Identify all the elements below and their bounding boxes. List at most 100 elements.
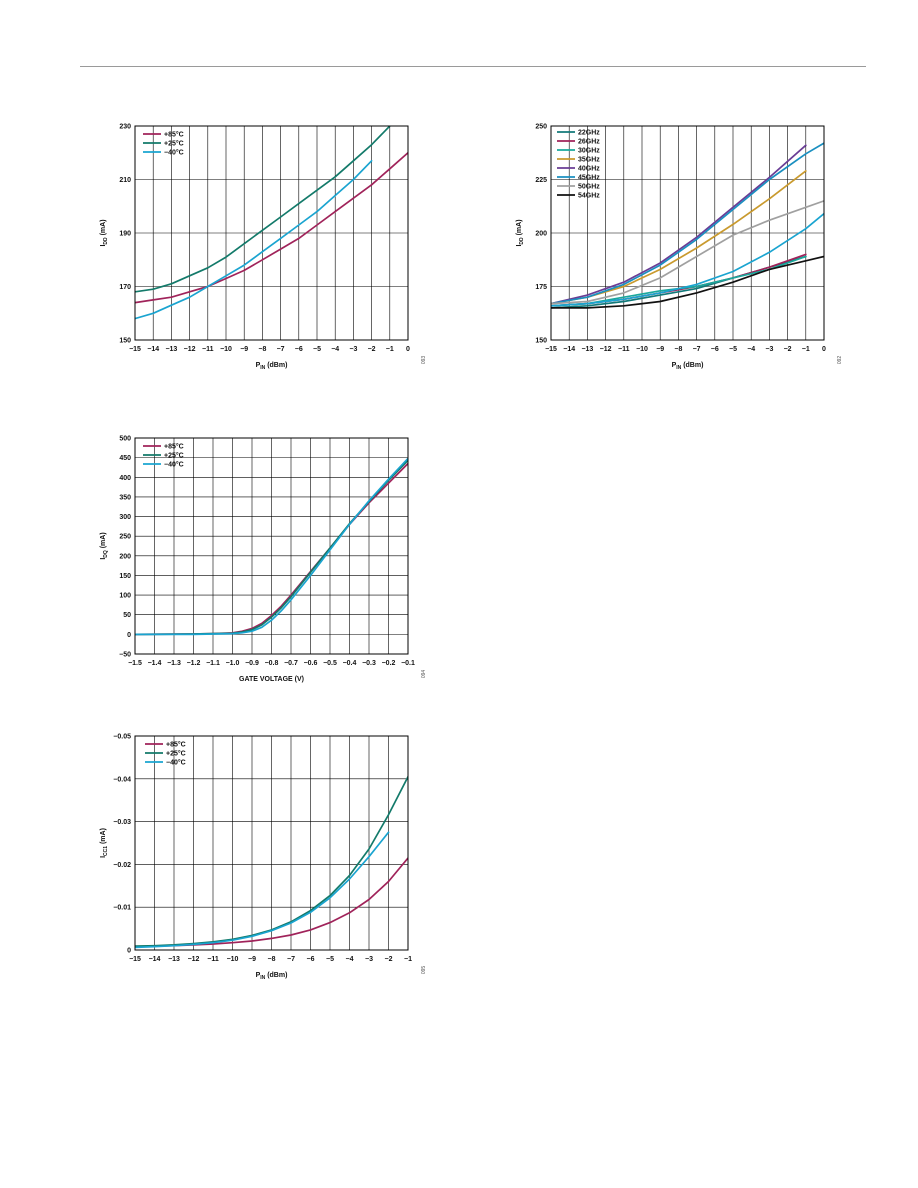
y-tick-label: 500 bbox=[119, 436, 131, 443]
grid bbox=[135, 438, 408, 654]
legend-label: 22GHz bbox=[578, 130, 600, 137]
y-tick-label: 200 bbox=[535, 231, 547, 238]
series-group bbox=[135, 457, 408, 636]
legend-label: 45GHz bbox=[578, 175, 600, 182]
x-tick-label: −3 bbox=[765, 346, 773, 353]
x-tick-label: −0.5 bbox=[323, 660, 337, 667]
x-axis-label-unit: (dBm) bbox=[265, 362, 287, 369]
y-axis-label-unit: (mA) bbox=[100, 219, 107, 237]
x-tick-label: −10 bbox=[636, 346, 648, 353]
figure-id: 095 bbox=[421, 966, 427, 975]
legend-label: 40GHz bbox=[578, 166, 600, 173]
x-tick-label: −7 bbox=[277, 346, 285, 353]
page-header-rule bbox=[80, 66, 866, 67]
x-tick-label: −1 bbox=[386, 346, 394, 353]
y-axis-label: ICC1 (mA) bbox=[100, 828, 109, 858]
x-tick-label: −10 bbox=[227, 956, 239, 963]
y-tick-label: 400 bbox=[119, 475, 131, 482]
y-tick-label: 0 bbox=[127, 948, 131, 955]
legend-label: −40°C bbox=[166, 759, 186, 767]
grid bbox=[551, 126, 824, 340]
x-tick-label: −11 bbox=[207, 956, 219, 963]
y-tick-label: 230 bbox=[119, 124, 131, 131]
x-tick-label: −1.5 bbox=[128, 660, 142, 667]
legend-label: 54GHz bbox=[578, 193, 600, 200]
legend: 22GHz 26GHz 30GHz 35GHz 40GHz 45GHz 50GHz 54GHz bbox=[557, 130, 600, 200]
x-axis-label: GATE VOLTAGE (V) bbox=[239, 676, 304, 683]
y-tick-label: −0.05 bbox=[113, 734, 131, 741]
x-tick-label: −3 bbox=[349, 346, 357, 353]
x-axis-label-subscript: IN bbox=[260, 975, 265, 981]
x-tick-label: −3 bbox=[365, 956, 373, 963]
x-tick-label: −2 bbox=[368, 346, 376, 353]
x-tick-label: −13 bbox=[165, 346, 177, 353]
legend-label: +25°C bbox=[166, 750, 186, 758]
legend-label: 26GHz bbox=[578, 139, 600, 146]
x-tick-label: −6 bbox=[295, 346, 303, 353]
x-tick-label: −2 bbox=[784, 346, 792, 353]
x-tick-label: 0 bbox=[822, 346, 826, 353]
x-tick-label: −14 bbox=[563, 346, 575, 353]
y-axis-label-subscript: DD bbox=[519, 237, 525, 245]
y-axis-label-unit: (mA) bbox=[100, 532, 107, 550]
x-tick-label: −0.2 bbox=[382, 660, 396, 667]
y-tick-label: 300 bbox=[119, 514, 131, 521]
x-tick-label: −10 bbox=[220, 346, 232, 353]
y-axis-label-subscript: CC1 bbox=[103, 846, 109, 856]
y-tick-label: −0.04 bbox=[113, 776, 131, 783]
y-tick-label: 190 bbox=[119, 231, 131, 238]
y-tick-label: 170 bbox=[119, 284, 131, 291]
x-tick-label: −13 bbox=[168, 956, 180, 963]
y-tick-label: 50 bbox=[123, 612, 131, 619]
figure-id: 093 bbox=[421, 356, 427, 365]
series-line-25C bbox=[135, 126, 391, 293]
x-tick-label: −5 bbox=[729, 346, 737, 353]
y-tick-label: 150 bbox=[119, 573, 131, 580]
legend-label: +25°C bbox=[164, 452, 184, 460]
y-axis-label-unit: (mA) bbox=[516, 219, 523, 237]
x-tick-label: −14 bbox=[147, 346, 159, 353]
series-line-50GHz bbox=[551, 200, 824, 305]
x-tick-label: −1.4 bbox=[148, 660, 162, 667]
x-tick-label: −0.1 bbox=[401, 660, 415, 667]
x-tick-label: −6 bbox=[307, 956, 315, 963]
x-tick-label: −15 bbox=[129, 956, 141, 963]
legend-label: 35GHz bbox=[578, 157, 600, 164]
legend: +85°C+25°C−40°C bbox=[143, 443, 184, 469]
x-axis-label-subscript: IN bbox=[676, 365, 681, 371]
series-line-85C bbox=[135, 151, 408, 304]
series-group bbox=[135, 775, 408, 949]
plot-area-border bbox=[134, 735, 409, 951]
legend-label: −40°C bbox=[164, 149, 184, 157]
legend-label: +85°C bbox=[164, 131, 184, 139]
x-tick-label: −14 bbox=[149, 956, 161, 963]
x-tick-label: −4 bbox=[331, 346, 339, 353]
y-tick-label: −50 bbox=[119, 652, 131, 659]
plot-area-border bbox=[134, 437, 409, 655]
series-line-40C bbox=[135, 159, 373, 320]
legend-label: 30GHz bbox=[578, 148, 600, 155]
y-tick-label: −0.01 bbox=[113, 905, 131, 912]
x-tick-label: −7 bbox=[693, 346, 701, 353]
y-tick-label: −0.03 bbox=[113, 819, 131, 826]
x-tick-label: −1 bbox=[404, 956, 412, 963]
x-tick-label: −12 bbox=[184, 346, 196, 353]
y-tick-label: 100 bbox=[119, 593, 131, 600]
legend: +85°C+25°C−40°C bbox=[143, 131, 184, 157]
x-tick-label: −12 bbox=[600, 346, 612, 353]
x-tick-label: −1.3 bbox=[167, 660, 181, 667]
y-axis-label: IDD (mA) bbox=[516, 219, 525, 246]
y-axis-label-unit: (mA) bbox=[100, 828, 107, 846]
x-axis-label: PIN (dBm) bbox=[256, 972, 288, 981]
chart-icc1-vs-pin: −15 −14 −13 −12 −11 −10 −9 −8 −7 −6 −5 −4 −3 −2 −10−0.… bbox=[100, 734, 427, 982]
series-line-45GHz bbox=[551, 142, 824, 305]
x-tick-label: −12 bbox=[188, 956, 200, 963]
x-tick-label: −0.3 bbox=[362, 660, 376, 667]
series-line-40C bbox=[135, 457, 408, 636]
plot-area-border bbox=[550, 125, 825, 341]
y-tick-label: 225 bbox=[535, 177, 547, 184]
x-tick-label: −15 bbox=[545, 346, 557, 353]
legend: +85°C+25°C−40°C bbox=[145, 741, 186, 767]
x-tick-label: −7 bbox=[287, 956, 295, 963]
x-tick-label: −1.1 bbox=[206, 660, 220, 667]
